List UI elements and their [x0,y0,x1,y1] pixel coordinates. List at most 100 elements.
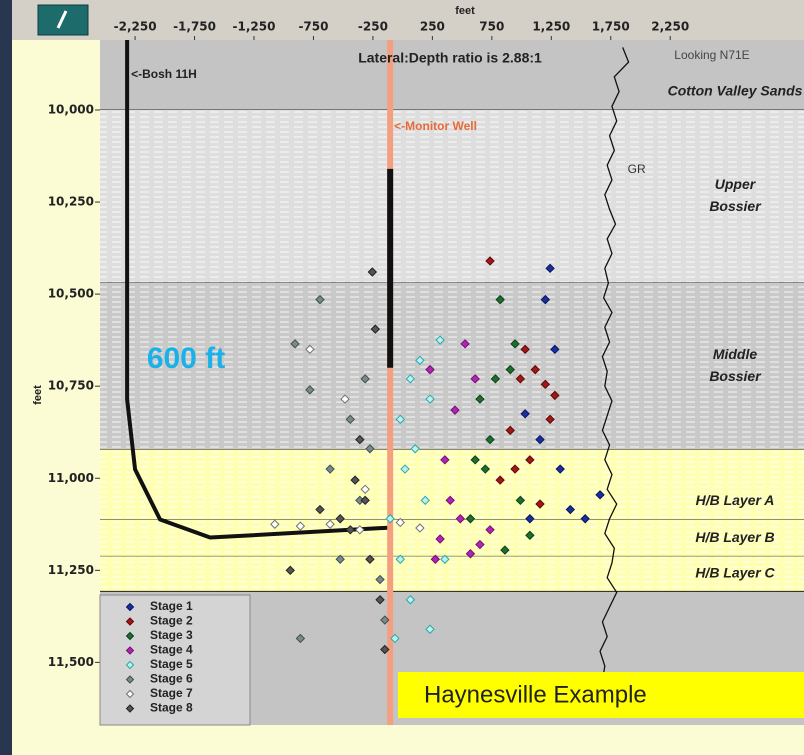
event-marker [325,519,335,529]
legend-label: Stage 5 [150,657,193,671]
legend-marker [125,704,135,713]
y-axis-label: feet [32,385,44,405]
event-marker [355,434,365,445]
event-marker [540,379,551,390]
x-tick-label: 1,250 [532,20,570,34]
y-tick-label: 11,500 [48,655,94,669]
event-marker [440,554,450,564]
event-marker [525,514,535,524]
event-marker [425,394,435,404]
y-tick-label: 11,250 [48,563,94,577]
event-marker [525,530,535,541]
event-marker [535,499,545,509]
event-marker [500,545,510,555]
legend-label: Stage 3 [150,628,193,642]
event-marker [440,455,450,465]
event-marker [520,409,530,419]
event-marker [355,525,365,535]
event-marker [370,324,381,334]
event-marker [350,475,360,485]
layer [100,40,804,110]
legend-label: Stage 1 [150,599,193,613]
view-direction: Looking N71E [674,48,749,62]
event-marker [325,464,335,474]
event-marker [367,267,378,277]
layer-hatch [100,109,804,283]
event-marker [390,633,400,644]
event-marker [490,374,501,384]
event-marker [295,633,306,644]
event-marker [380,644,390,655]
x-axis-band [12,0,804,40]
y-tick-label: 11,000 [48,471,94,485]
event-marker [410,444,420,454]
caption: Haynesville Example [424,681,647,708]
event-marker [395,554,405,564]
event-marker [270,519,280,529]
event-marker [315,504,325,515]
event-marker [495,475,505,485]
event-marker [515,374,526,384]
event-marker [305,344,315,355]
event-marker [360,374,370,384]
legend-marker [125,631,135,641]
event-marker [375,574,385,585]
legend-marker [125,675,135,684]
event-marker [380,615,390,625]
event-marker [430,554,441,564]
event-marker [425,364,435,375]
x-tick-label: -250 [358,20,388,34]
event-marker [455,514,466,524]
legend-label: Stage 7 [150,686,193,700]
event-marker [580,514,590,524]
well-label: <-Monitor Well [394,119,477,133]
event-marker [400,464,410,474]
event-marker [475,539,485,550]
x-axis-label: feet [455,5,475,17]
event-marker [555,464,565,474]
x-tick-label: 250 [420,20,445,34]
event-marker [360,484,370,495]
event-marker [480,464,491,474]
event-marker [385,514,395,524]
event-marker [545,263,555,274]
legend-label: Stage 4 [150,643,193,657]
layer-label: Bossier [709,368,762,384]
frame-edge [0,0,12,755]
x-tick-label: -1,250 [233,20,276,34]
legend-marker [125,646,135,655]
axis-icon-slash [56,10,68,29]
layer-label: H/B Layer A [696,492,775,508]
x-tick-label: -1,750 [173,20,216,34]
y-tick-label: 10,750 [48,379,94,393]
event-marker [415,355,425,366]
layer-hatch [100,556,804,592]
event-marker [540,294,551,305]
event-marker [485,434,495,445]
event-marker [395,414,405,425]
event-marker [365,444,375,454]
y-tick-label: 10,500 [48,287,94,301]
event-marker [450,405,460,415]
gr-label: GR [628,162,646,176]
event-marker [505,425,515,436]
event-marker [360,495,370,506]
legend-marker [125,602,135,612]
event-marker [345,414,356,425]
event-marker [465,514,476,524]
event-marker [340,394,350,404]
x-tick-label: 750 [479,20,504,34]
event-marker [335,554,345,564]
event-marker [375,595,385,605]
legend-label: Stage 2 [150,614,193,628]
event-marker [515,495,526,506]
event-marker [315,294,325,305]
legend-marker [125,660,135,670]
layer-label: Upper [715,176,757,192]
layer-hatch [100,282,804,450]
event-marker [295,521,306,531]
event-marker [395,517,405,528]
event-marker [345,525,356,535]
event-marker [545,414,555,425]
y-tick-label: 10,000 [48,102,94,116]
